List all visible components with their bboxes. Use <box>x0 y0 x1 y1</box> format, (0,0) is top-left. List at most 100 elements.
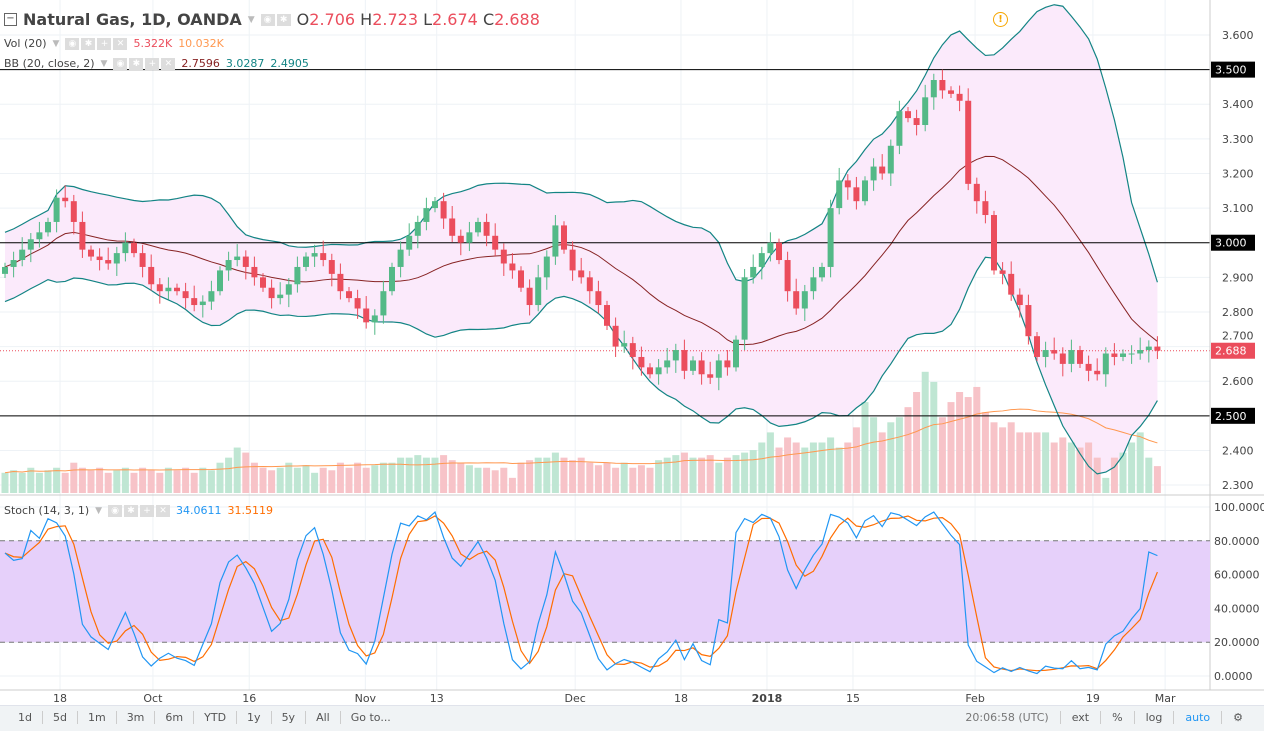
range-1d[interactable]: 1d <box>8 711 43 724</box>
candle-body <box>475 221 481 233</box>
range-ytd[interactable]: YTD <box>194 711 238 724</box>
range-1m[interactable]: 1m <box>78 711 117 724</box>
range-5d[interactable]: 5d <box>43 711 78 724</box>
candle <box>148 254 155 291</box>
range-1y[interactable]: 1y <box>237 711 272 724</box>
volume-bar <box>990 422 998 493</box>
range-3m[interactable]: 3m <box>117 711 156 724</box>
stoch-indicator-label[interactable]: Stoch (14, 3, 1) <box>4 504 90 517</box>
percent-toggle[interactable]: % <box>1100 711 1133 724</box>
open-label: O <box>296 10 310 29</box>
open-value: 2.706 <box>309 10 356 29</box>
range-6m[interactable]: 6m <box>155 711 195 724</box>
eye-icon[interactable]: ◉ <box>113 57 128 70</box>
volume-bar <box>182 467 190 493</box>
close-icon[interactable]: ✕ <box>113 37 128 50</box>
candle-body <box>1077 350 1083 364</box>
volume-bar <box>474 467 482 493</box>
candle <box>311 244 318 267</box>
plus-icon[interactable]: + <box>145 57 160 70</box>
candle-body <box>750 266 757 278</box>
goto-button[interactable]: Go to... <box>350 711 391 724</box>
candle-body <box>165 287 172 292</box>
volume-bar <box>414 455 422 493</box>
bb-indicator-label[interactable]: BB (20, close, 2) <box>4 57 95 70</box>
candle <box>1068 339 1075 373</box>
gear-icon[interactable]: ✱ <box>81 37 96 50</box>
eye-icon[interactable]: ◉ <box>260 13 275 26</box>
collapse-icon[interactable]: − <box>4 13 17 26</box>
volume-bar <box>870 417 878 493</box>
candle <box>604 300 610 330</box>
candle-body <box>19 249 26 261</box>
candle-body <box>199 301 206 306</box>
chevron-down-icon[interactable]: ▼ <box>100 58 108 69</box>
candle <box>991 210 997 275</box>
gear-icon[interactable]: ✱ <box>124 504 139 517</box>
candle <box>948 86 954 99</box>
clock-time[interactable]: 20:06:58 (UTC) <box>965 711 1049 724</box>
candle-body <box>260 277 266 288</box>
alert-icon[interactable]: ! <box>993 12 1008 27</box>
ext-toggle[interactable]: ext <box>1059 711 1100 724</box>
candle <box>733 335 739 372</box>
settings-gear-icon[interactable]: ⚙ <box>1221 711 1254 724</box>
candle <box>45 217 51 237</box>
chart-canvas[interactable]: 3.600 3.400 3.300 3.200 3.100 2.900 2.800 2.700… <box>0 0 1264 705</box>
volume-bar <box>1050 442 1058 493</box>
eye-icon[interactable]: ◉ <box>108 504 123 517</box>
symbol-title[interactable]: Natural Gas, 1D, OANDA <box>23 10 242 29</box>
candle-body <box>526 287 533 306</box>
plus-icon[interactable]: + <box>140 504 155 517</box>
candle-body <box>242 256 249 267</box>
volume-bar <box>852 427 860 493</box>
gear-icon[interactable]: ✱ <box>276 13 291 26</box>
candle <box>105 247 112 270</box>
candle <box>423 197 430 231</box>
candle-body <box>767 242 774 254</box>
close-icon[interactable]: ✕ <box>161 57 176 70</box>
candle <box>88 245 94 261</box>
range-5y[interactable]: 5y <box>272 711 307 724</box>
volume-indicator-label[interactable]: Vol (20) <box>4 37 47 50</box>
stoch-k-value: 34.0611 <box>176 504 222 517</box>
time-tick-label: 18 <box>674 692 688 705</box>
candle-body <box>483 221 490 236</box>
candle <box>681 339 688 380</box>
candle-body <box>70 201 77 222</box>
candle <box>466 221 473 252</box>
chevron-down-icon[interactable]: ▼ <box>95 505 103 516</box>
candle <box>1059 347 1066 377</box>
close-icon[interactable]: ✕ <box>156 504 171 517</box>
range-all[interactable]: All <box>306 711 341 724</box>
chevron-down-icon[interactable]: ▼ <box>247 14 255 25</box>
candle-body <box>268 287 275 299</box>
candle <box>879 154 886 180</box>
stoch-tick-label: 100.0000 <box>1214 501 1264 514</box>
candle-body <box>586 277 593 292</box>
candle-body <box>234 256 241 261</box>
candle-body <box>1111 353 1118 357</box>
high-value: 2.723 <box>372 10 419 29</box>
volume-bar <box>1 472 9 493</box>
volume-bar <box>672 455 680 493</box>
candle-body <box>1154 346 1161 351</box>
volume-bar <box>586 462 594 493</box>
candle-body <box>535 277 542 306</box>
volume-bar <box>61 472 69 493</box>
candle-body <box>690 360 696 371</box>
candle <box>905 107 911 123</box>
candle-body <box>337 273 344 292</box>
candle <box>1120 349 1126 362</box>
auto-toggle[interactable]: auto <box>1173 711 1221 724</box>
chevron-down-icon[interactable]: ▼ <box>52 38 60 49</box>
time-tick-label: 15 <box>846 692 860 705</box>
volume-bar <box>233 447 241 493</box>
last-price-label: 2.688 <box>1215 345 1247 358</box>
plus-icon[interactable]: + <box>97 37 112 50</box>
gear-icon[interactable]: ✱ <box>129 57 144 70</box>
eye-icon[interactable]: ◉ <box>65 37 80 50</box>
candle <box>70 194 77 235</box>
main-legend: − Natural Gas, 1D, OANDA ▼ ◉ ✱ O2.706 H2.… <box>4 10 540 29</box>
log-toggle[interactable]: log <box>1133 711 1174 724</box>
